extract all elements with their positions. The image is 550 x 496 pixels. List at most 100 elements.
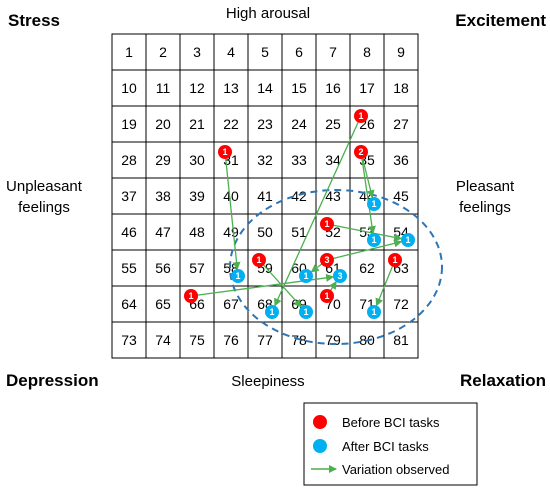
axis-label-pleasant-line1: Pleasant <box>456 178 515 195</box>
after-bci-marker-label: 1 <box>303 307 308 317</box>
grid-cell-number: 62 <box>359 260 375 276</box>
grid-cell <box>383 285 419 323</box>
grid-cell-number: 46 <box>121 224 137 240</box>
before-bci-marker-label: 1 <box>324 291 329 301</box>
grid-cell <box>111 213 147 251</box>
grid-cell-number: 57 <box>189 260 205 276</box>
grid-cell <box>281 33 317 71</box>
grid-cell <box>315 33 351 71</box>
grid-cell-number: 25 <box>325 116 341 132</box>
grid-cell-number: 9 <box>397 44 405 60</box>
variation-arrow <box>360 151 375 199</box>
grid-cell <box>179 141 215 179</box>
legend-after-label: After BCI tasks <box>342 439 429 454</box>
grid-cell <box>179 249 215 287</box>
grid-cell-number: 30 <box>189 152 205 168</box>
legend-before-marker <box>313 415 327 429</box>
corner-label-excitement: Excitement <box>455 11 546 30</box>
grid-cell-number: 12 <box>189 80 205 96</box>
grid-cell-number: 6 <box>295 44 303 60</box>
before-bci-marker <box>218 145 232 159</box>
grid-cell-number: 47 <box>155 224 171 240</box>
before-bci-marker-label: 2 <box>358 147 363 157</box>
grid-cell-number: 74 <box>155 332 171 348</box>
after-bci-marker <box>367 305 381 319</box>
grid-cell <box>383 69 419 107</box>
variation-arrow <box>326 223 403 242</box>
before-bci-marker-label: 3 <box>324 255 329 265</box>
grid-cell-number: 22 <box>223 116 239 132</box>
grid-cell <box>247 177 283 215</box>
before-bci-marker <box>320 253 334 267</box>
grid-cell-number: 20 <box>155 116 171 132</box>
grid-cell-number: 19 <box>121 116 137 132</box>
grid-cell-number: 14 <box>257 80 273 96</box>
before-bci-marker <box>320 289 334 303</box>
after-bci-marker-label: 3 <box>337 271 342 281</box>
grid-cell <box>315 105 351 143</box>
grid-cell <box>145 213 181 251</box>
grid-cell <box>145 285 181 323</box>
legend-after-marker <box>313 439 327 453</box>
after-bci-marker <box>367 233 381 247</box>
grid-cell <box>349 33 385 71</box>
grid-cell-number: 23 <box>257 116 273 132</box>
relaxation-region-ellipse <box>229 189 443 345</box>
grid-cell-number: 17 <box>359 80 375 96</box>
grid-cell-number: 38 <box>155 188 171 204</box>
after-bci-marker <box>299 305 313 319</box>
grid-cell-number: 56 <box>155 260 171 276</box>
grid-cell-number: 76 <box>223 332 239 348</box>
variation-arrow <box>360 151 376 235</box>
after-bci-marker <box>231 269 245 283</box>
grid-cell <box>179 177 215 215</box>
grid-cell-number: 32 <box>257 152 273 168</box>
grid-cell-number: 49 <box>223 224 239 240</box>
grid-cell <box>111 249 147 287</box>
legend: Before BCI tasks After BCI tasks Variati… <box>303 402 478 486</box>
axis-label-sleepiness: Sleepiness <box>231 373 304 390</box>
grid-cell <box>315 321 351 359</box>
after-bci-marker <box>333 269 347 283</box>
grid-cell <box>247 321 283 359</box>
axis-label-unpleasant-line2: feelings <box>18 199 70 216</box>
grid-cell <box>111 321 147 359</box>
grid-cell-number: 50 <box>257 224 273 240</box>
corner-label-depression: Depression <box>6 371 99 390</box>
axis-label-high-arousal: High arousal <box>226 5 310 22</box>
before-bci-marker <box>184 289 198 303</box>
grid-cell-number: 65 <box>155 296 171 312</box>
axis-label-pleasant-line2: feelings <box>459 199 511 216</box>
grid-cell-number: 29 <box>155 152 171 168</box>
before-bci-marker-label: 1 <box>392 255 397 265</box>
grid-cell <box>111 177 147 215</box>
before-bci-marker <box>320 217 334 231</box>
grid-cell-number: 36 <box>393 152 409 168</box>
before-bci-marker <box>354 109 368 123</box>
grid-cell-number: 33 <box>291 152 307 168</box>
grid-cell <box>111 141 147 179</box>
grid-cell-number: 28 <box>121 152 137 168</box>
after-bci-marker <box>299 269 313 283</box>
grid-cell-number: 48 <box>189 224 205 240</box>
grid-cell <box>111 105 147 143</box>
before-bci-marker-label: 1 <box>256 255 261 265</box>
grid-cell-number: 73 <box>121 332 137 348</box>
grid-cell-number: 79 <box>325 332 341 348</box>
variation-arrow <box>224 151 241 271</box>
grid-cell-number: 41 <box>257 188 273 204</box>
grid-cell <box>247 213 283 251</box>
legend-arrow-label: Variation observed <box>342 462 449 477</box>
grid-cell-number: 10 <box>121 80 137 96</box>
after-bci-marker-label: 1 <box>371 307 376 317</box>
grid-cell <box>145 33 181 71</box>
corner-label-relaxation: Relaxation <box>460 371 546 390</box>
after-bci-marker-label: 1 <box>371 199 376 209</box>
after-bci-marker-label: 1 <box>405 235 410 245</box>
after-bci-marker-label: 1 <box>235 271 240 281</box>
variation-arrow <box>274 115 362 307</box>
grid-cell-number: 75 <box>189 332 205 348</box>
grid-cell-number: 27 <box>393 116 409 132</box>
after-bci-marker <box>367 197 381 211</box>
grid-cell-number: 81 <box>393 332 409 348</box>
